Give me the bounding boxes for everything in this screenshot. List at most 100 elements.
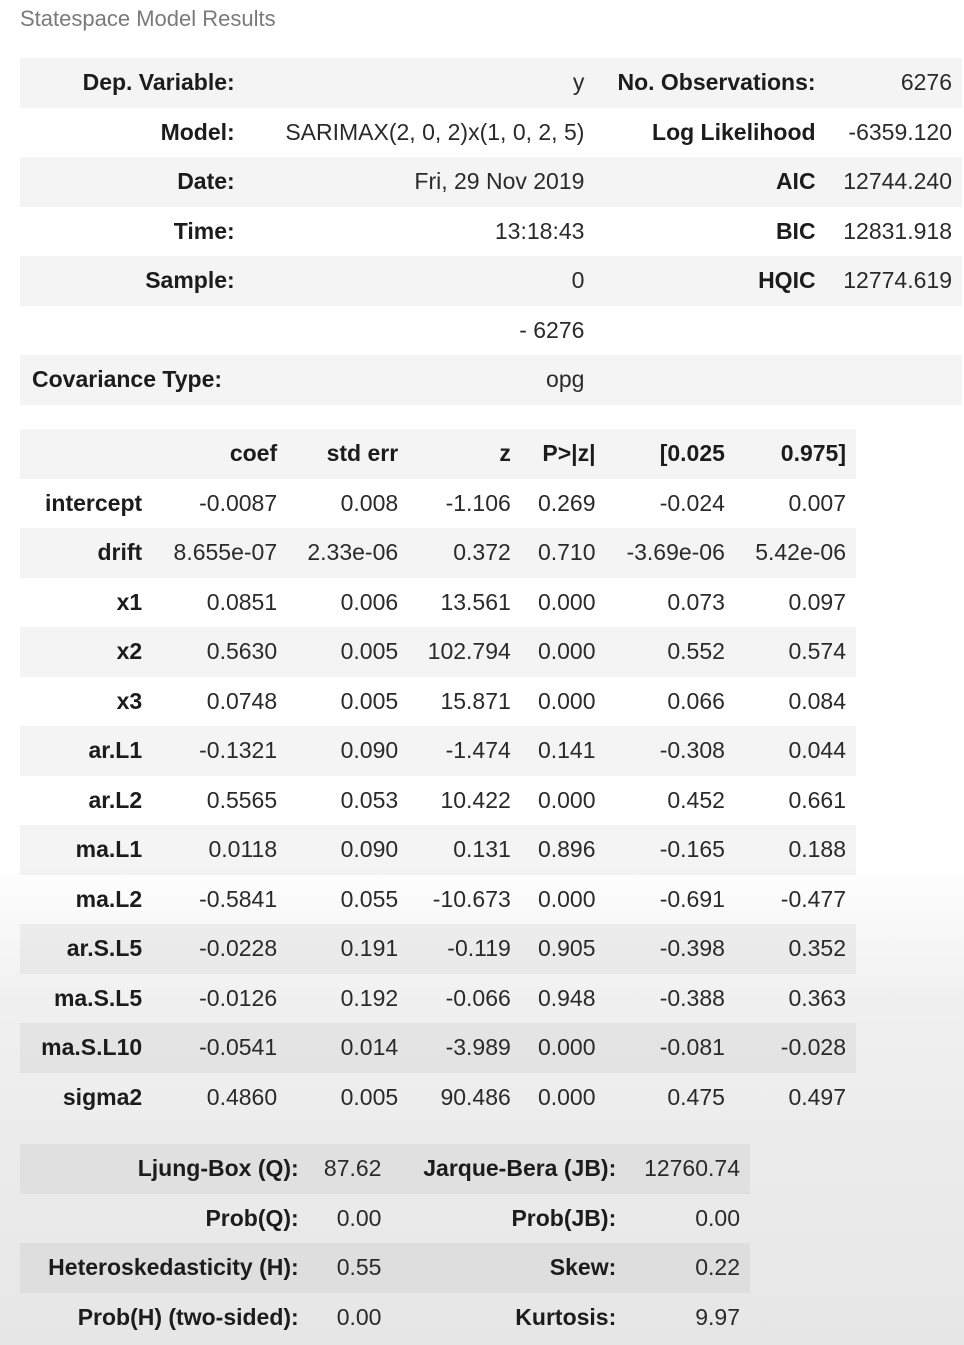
summary-label: Time: (173, 217, 235, 244)
diagnostic-value: 87.62 (323, 1155, 382, 1182)
covariance-type-label: Covariance Type: (32, 366, 223, 393)
diagnostic-value: 12760.74 (644, 1155, 740, 1182)
coefficient-cell: 0.552 (667, 638, 725, 665)
diagnostic-label: Heteroskedasticity (H): (48, 1254, 299, 1281)
coefficient-cell: 8.655e-07 (173, 539, 278, 566)
summary-value: 12744.240 (843, 168, 952, 195)
coefficient-row: ar.S.L5 -0.0228 0.191 -0.119 0.905 -0.398 0.35… (20, 924, 856, 974)
summary-value: 13:18:43 (494, 217, 585, 244)
coefficient-cell: 0.131 (453, 836, 511, 863)
coefficient-cell: 0.363 (788, 984, 846, 1011)
summary-row-dep-variable: Dep. Variable: y No. Observations: 6276 (20, 58, 962, 108)
summary-label: Model: (160, 118, 235, 145)
coefficient-row: ar.L2 0.5565 0.053 10.422 0.000 0.452 0.661 (20, 776, 856, 826)
diagnostic-value: 0.00 (695, 1204, 740, 1231)
coefficient-cell: 0.5565 (206, 786, 278, 813)
summary-row-date: Date: Fri, 29 Nov 2019 AIC 12744.240 (20, 157, 962, 207)
model-summary-table: Dep. Variable: y No. Observations: 6276 … (20, 58, 962, 405)
coefficient-cell: 0.006 (340, 588, 399, 615)
summary-value (826, 306, 962, 356)
coefficient-cell: 0.0118 (208, 836, 278, 863)
parameter-name: x3 (116, 687, 143, 714)
coefficient-row: x1 0.0851 0.006 13.561 0.000 0.073 0.097 (20, 578, 856, 628)
diagnostic-label: Kurtosis: (515, 1303, 617, 1330)
parameter-name: x1 (116, 588, 143, 615)
coefficients-body: intercept -0.0087 0.008 -1.106 0.269 -0.024 0.… (20, 479, 856, 1123)
summary-value: 6276 (900, 69, 952, 96)
summary-label: BIC (775, 217, 816, 244)
coefficient-cell: 0.055 (340, 885, 399, 912)
coefficient-cell: -0.5841 (199, 885, 278, 912)
summary-value-empty (826, 355, 962, 405)
coefficient-cell: 0.005 (340, 1083, 399, 1110)
parameter-name: ar.L1 (88, 737, 143, 764)
parameter-name: ma.L1 (75, 836, 143, 863)
coefficient-cell: -1.106 (445, 489, 511, 516)
coefficients-table: coef std err z P>|z| [0.025 0.975] inter… (20, 429, 856, 1122)
diagnostic-value: 9.97 (695, 1303, 740, 1330)
diagnostic-value: 0.55 (336, 1254, 382, 1281)
summary-value: SARIMAX(2, 0, 2)x(1, 0, 2, 5) (285, 118, 585, 145)
summary-label: Log Likelihood (652, 118, 816, 145)
coefficient-cell: 5.42e-06 (755, 539, 846, 566)
coefficient-cell: 13.561 (440, 588, 511, 615)
coefficient-cell: 0.0851 (206, 588, 278, 615)
coefficient-cell: -10.673 (432, 885, 511, 912)
coefficient-row: intercept -0.0087 0.008 -1.106 0.269 -0.024 0.… (20, 479, 856, 529)
parameter-name: drift (97, 539, 143, 566)
parameter-name: intercept (45, 489, 143, 516)
coefficients-header: coef std err z P>|z| [0.025 0.975] (20, 429, 856, 479)
summary-label: HQIC (758, 267, 816, 294)
coefficient-cell: 0.000 (537, 885, 596, 912)
coefficient-row: x2 0.5630 0.005 102.794 0.000 0.552 0.574 (20, 627, 856, 677)
coefficient-cell: 0.948 (537, 984, 596, 1011)
coefficient-cell: 0.661 (788, 786, 846, 813)
coefficient-cell: 0.352 (788, 935, 846, 962)
coefficient-cell: 90.486 (440, 1083, 511, 1110)
diagnostic-value: 0.22 (695, 1254, 740, 1281)
summary-value: - 6276 (519, 316, 585, 343)
coefficient-cell: 0.090 (340, 737, 399, 764)
diagnostic-label: Jarque-Bera (JB): (423, 1155, 617, 1182)
header-name (20, 429, 152, 479)
coefficient-cell: 0.073 (667, 588, 725, 615)
coefficient-cell: 0.574 (788, 638, 846, 665)
diagnostics-row: Prob(H) (two-sided): 0.00 Kurtosis: 9.97 (20, 1293, 750, 1343)
diagnostic-label: Prob(H) (two-sided): (77, 1303, 299, 1330)
coefficient-cell: 0.192 (340, 984, 399, 1011)
table-caption: Statespace Model Results (20, 6, 276, 31)
coefficient-cell: -0.165 (659, 836, 725, 863)
diagnostic-label: Prob(Q): (205, 1204, 299, 1231)
summary-label: No. Observations: (617, 69, 816, 96)
coefficient-row: ar.L1 -0.1321 0.090 -1.474 0.141 -0.308 0.044 (20, 726, 856, 776)
summary-label: Dep. Variable: (82, 69, 235, 96)
coefficient-cell: -0.398 (659, 935, 725, 962)
coefficient-cell: 0.066 (667, 687, 725, 714)
coefficient-cell: 0.005 (340, 638, 399, 665)
coefficient-cell: 0.372 (453, 539, 511, 566)
coefficient-cell: 0.475 (667, 1083, 725, 1110)
coefficient-cell: -0.024 (659, 489, 725, 516)
coefficient-cell: 0.269 (537, 489, 596, 516)
covariance-type-value: opg (546, 366, 585, 393)
diagnostic-value: 0.00 (336, 1204, 382, 1231)
diagnostics-row: Prob(Q): 0.00 Prob(JB): 0.00 (20, 1194, 750, 1244)
coefficient-cell: -0.066 (445, 984, 511, 1011)
coefficient-cell: -3.989 (445, 1034, 511, 1061)
summary-row-covariance: Covariance Type: opg (20, 355, 962, 405)
coefficient-cell: -0.0541 (199, 1034, 278, 1061)
coefficient-cell: 0.000 (537, 786, 596, 813)
coefficient-cell: 0.000 (537, 638, 596, 665)
diagnostic-label: Ljung-Box (Q): (137, 1155, 299, 1182)
coefficient-row: ma.L1 0.0118 0.090 0.131 0.896 -0.165 0.188 (20, 825, 856, 875)
summary-label (20, 306, 245, 356)
coefficient-cell: -3.69e-06 (626, 539, 725, 566)
coefficient-cell: -0.0126 (199, 984, 278, 1011)
summary-value: 12774.619 (843, 267, 952, 294)
coefficient-cell: 0.000 (537, 687, 596, 714)
summary-row-time: Time: 13:18:43 BIC 12831.918 (20, 207, 962, 257)
coefficient-cell: -0.308 (659, 737, 725, 764)
coefficient-cell: 0.097 (788, 588, 846, 615)
summary-row-sample-end: - 6276 (20, 306, 962, 356)
